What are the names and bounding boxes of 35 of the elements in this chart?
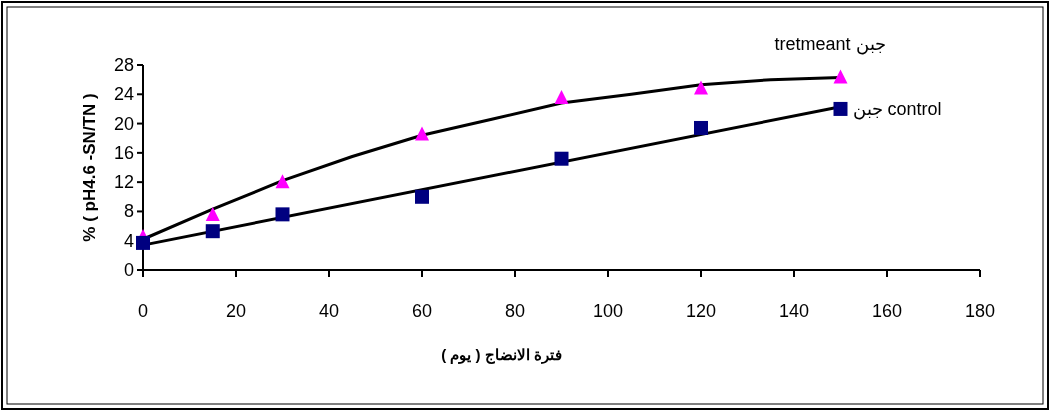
point: [275, 174, 290, 189]
series-label: tretmeant جبن: [774, 34, 886, 56]
point: [694, 120, 708, 135]
point: [275, 207, 290, 222]
point: [833, 69, 848, 84]
point: [833, 101, 848, 116]
point: [205, 224, 220, 239]
x-tick-label: 40: [318, 301, 340, 321]
point: [554, 151, 569, 166]
point: [554, 89, 569, 104]
x-tick-label: 160: [871, 301, 903, 321]
x-tick-label: 140: [778, 301, 810, 321]
y-tick-label: 28: [113, 55, 134, 75]
y-tick-label: 8: [123, 201, 134, 222]
point: [205, 207, 220, 222]
series-label: جبن control: [852, 98, 942, 120]
point: [415, 126, 429, 141]
y-tick-label: 24: [113, 84, 134, 105]
y-tick-label: 4: [123, 230, 134, 251]
y-axis-title: % ( pH4.6 -SN/TN ): [80, 93, 99, 242]
x-tick-label: 60: [411, 301, 433, 321]
y-tick-label: 12: [113, 172, 134, 193]
x-tick-label: 0: [137, 301, 149, 321]
y-tick-label: 20: [113, 113, 134, 134]
x-tick-label: 120: [685, 301, 717, 321]
y-tick-label: 0: [123, 260, 134, 280]
x-tick-label: 80: [504, 301, 526, 321]
y-tick-label: 16: [113, 142, 134, 163]
x-axis-title: فترة الانضاج ( يوم ): [441, 346, 562, 364]
x-tick-label: 20: [225, 301, 247, 321]
point: [415, 189, 429, 204]
point: [694, 80, 708, 95]
x-tick-label: 100: [592, 301, 624, 321]
point: [136, 235, 150, 250]
x-tick-label: 180: [964, 301, 996, 321]
